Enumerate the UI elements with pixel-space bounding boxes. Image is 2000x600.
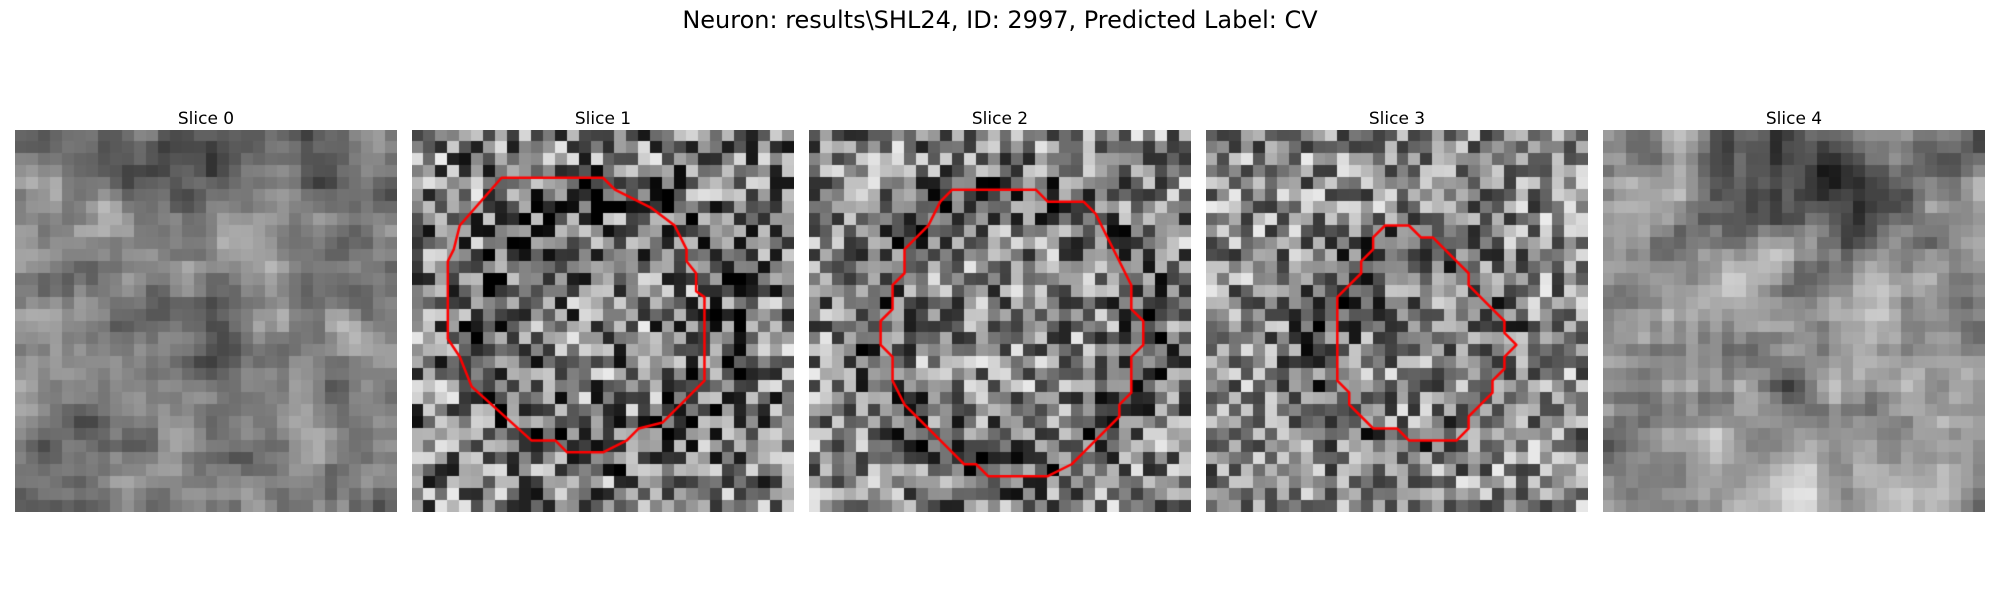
figure-title: Neuron: results\SHL24, ID: 2997, Predict… [682, 6, 1318, 34]
slice-image-3 [1206, 130, 1588, 512]
slice-panel-3: Slice 3 [1206, 108, 1588, 512]
slice-panel-1: Slice 1 [412, 108, 794, 512]
slice-title-4: Slice 4 [1765, 109, 1823, 129]
slice-panel-0: Slice 0 [15, 108, 397, 512]
slice-title-0: Slice 0 [177, 109, 235, 129]
slice-panel-4: Slice 4 [1603, 108, 1985, 512]
slice-image-2 [809, 130, 1191, 512]
slice-image-1 [412, 130, 794, 512]
slice-title-3: Slice 3 [1368, 109, 1426, 129]
slice-title-2: Slice 2 [971, 109, 1029, 129]
slice-image-0 [15, 130, 397, 512]
slice-panel-2: Slice 2 [809, 108, 1191, 512]
slice-image-4 [1603, 130, 1985, 512]
slice-title-1: Slice 1 [574, 109, 632, 129]
